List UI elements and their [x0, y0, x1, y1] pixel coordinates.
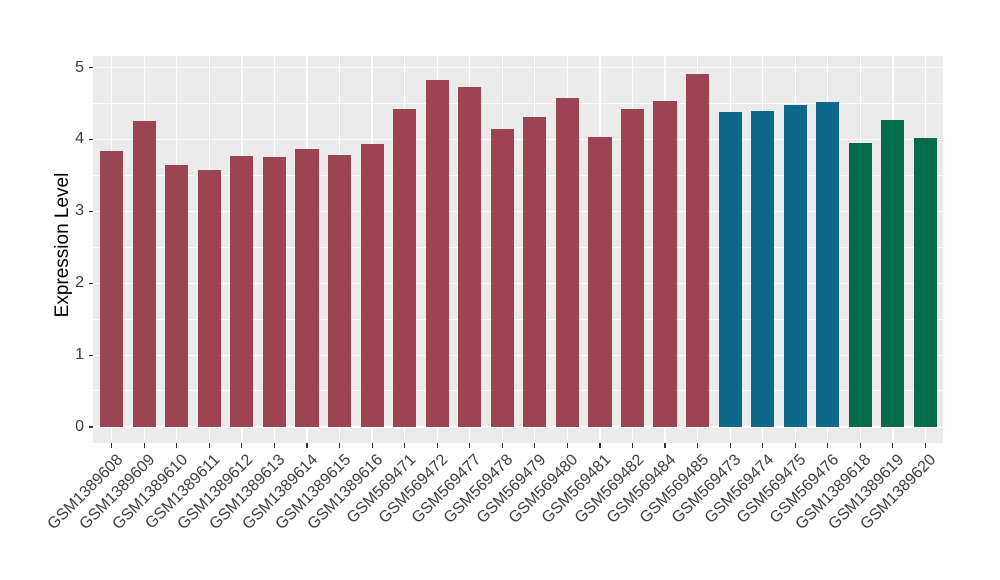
bar-GSM569485 — [686, 73, 710, 427]
x-tick-mark — [729, 443, 731, 448]
y-tick-mark — [88, 138, 93, 140]
x-tick-mark — [534, 443, 536, 448]
y-tick-mark — [88, 210, 93, 212]
y-tick-label: 4 — [75, 130, 84, 148]
bar-GSM569471 — [393, 109, 417, 427]
y-tick-mark — [88, 426, 93, 428]
x-tick-mark — [143, 443, 145, 448]
major-gridline — [93, 426, 943, 428]
bar-GSM1389615 — [327, 154, 352, 427]
bar-GSM569477 — [458, 86, 482, 427]
y-tick-label: 5 — [75, 58, 84, 76]
y-tick-label: 1 — [75, 346, 84, 364]
x-tick-mark — [241, 443, 243, 448]
bar-GSM1389614 — [295, 148, 319, 427]
bar-GSM569473 — [718, 112, 742, 427]
major-gridline — [93, 354, 943, 356]
x-tick-mark — [924, 443, 927, 448]
minor-gridline — [93, 390, 943, 392]
x-tick-mark — [827, 443, 829, 448]
bar-GSM1389619 — [881, 120, 905, 427]
x-tick-mark — [501, 443, 503, 448]
x-tick-mark — [631, 443, 634, 448]
x-tick-mark — [208, 443, 210, 448]
bar-GSM1389611 — [197, 170, 221, 427]
major-gridline — [93, 66, 943, 69]
x-tick-mark — [338, 443, 341, 448]
bar-GSM569481 — [588, 136, 612, 427]
bar-GSM569476 — [816, 102, 840, 427]
bar-GSM1389609 — [132, 121, 156, 427]
x-tick-mark — [404, 443, 406, 448]
minor-gridline — [93, 102, 943, 104]
y-axis-tick-labels: 0 1 2 3 4 5 — [0, 56, 84, 443]
minor-gridline — [93, 174, 943, 176]
y-tick-mark — [88, 354, 93, 356]
x-tick-mark — [892, 443, 894, 448]
y-tick-label: 3 — [75, 202, 84, 220]
y-tick-mark — [88, 282, 93, 284]
bar-GSM569479 — [523, 117, 547, 427]
x-tick-mark — [859, 443, 861, 448]
y-tick-label: 2 — [75, 274, 84, 292]
y-tick-mark — [88, 66, 93, 69]
bar-GSM1389613 — [262, 157, 287, 427]
bar-GSM569475 — [783, 104, 807, 427]
x-tick-mark — [436, 443, 438, 448]
plot-panel — [93, 56, 943, 443]
x-tick-mark — [306, 443, 308, 448]
bar-GSM569484 — [653, 101, 677, 427]
bar-GSM569472 — [425, 80, 449, 427]
x-tick-mark — [762, 443, 764, 448]
minor-gridline — [93, 318, 943, 320]
bar-GSM1389618 — [848, 143, 872, 427]
bar-GSM1389612 — [230, 155, 254, 427]
x-tick-mark — [664, 443, 666, 448]
bar-GSM569474 — [751, 110, 775, 427]
y-tick-label: 0 — [75, 418, 84, 435]
x-tick-mark — [176, 443, 178, 448]
bar-GSM1389608 — [100, 150, 124, 427]
bar-GSM1389620 — [913, 137, 938, 427]
x-tick-mark — [794, 443, 796, 448]
bar-GSM569480 — [555, 97, 579, 427]
x-tick-mark — [111, 443, 113, 448]
x-tick-mark — [697, 443, 699, 448]
bar-GSM569482 — [620, 109, 645, 427]
x-tick-mark — [469, 443, 471, 448]
x-tick-mark — [273, 443, 276, 448]
x-tick-mark — [599, 443, 601, 448]
minor-gridline — [93, 246, 943, 248]
x-tick-mark — [371, 443, 373, 448]
major-gridline — [93, 138, 943, 141]
major-gridline — [93, 282, 943, 284]
bar-GSM1389610 — [165, 164, 189, 427]
bar-GSM569478 — [490, 128, 514, 427]
major-gridline — [93, 210, 943, 212]
x-tick-mark — [566, 443, 568, 448]
bar-GSM1389616 — [360, 144, 384, 427]
